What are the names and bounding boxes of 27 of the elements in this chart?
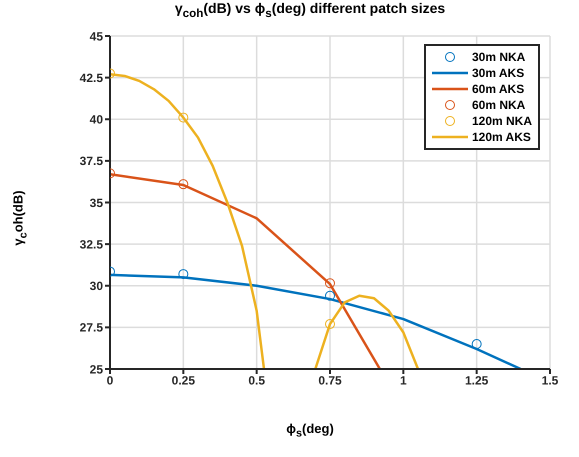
y-tick-label: 45 <box>90 29 104 44</box>
legend-label: 60m AKS <box>472 82 524 96</box>
x-tick-label: 0.25 <box>172 374 196 388</box>
point <box>325 278 335 288</box>
y-tick-label: 37.5 <box>80 154 104 168</box>
legend-label: 30m NKA <box>472 50 526 64</box>
y-tick-label: 27.5 <box>80 320 104 335</box>
chart-title: γ$_{coh}$(dB) vs ϕ$_{s}$(deg) different patch sizes <box>174 0 446 20</box>
y-tick-label: 35 <box>90 196 104 210</box>
point <box>325 290 335 301</box>
x-tick-label: 0.75 <box>318 374 342 388</box>
x-axis-title: ϕ$_{s}$(deg) <box>285 421 335 440</box>
legend-label: 120m NKA <box>472 114 532 128</box>
x-tick-label: 0 <box>106 374 114 388</box>
y-tick-label: 32.5 <box>80 237 104 252</box>
legend-label: 30m AKS <box>472 66 524 80</box>
y-tick-label: 25 <box>90 362 104 376</box>
legend-label: 120m AKS <box>472 130 531 144</box>
x-tick-label: 1 <box>400 374 407 388</box>
y-tick-label: 30 <box>90 279 104 294</box>
point <box>325 319 335 330</box>
x-tick-label: 1.5 <box>542 374 559 388</box>
y-tick-label: 42.5 <box>80 70 104 85</box>
y-tick-label: 40 <box>90 112 104 127</box>
legend-label: 60m NKA <box>472 98 526 112</box>
x-tick-label: 0.5 <box>248 374 266 388</box>
x-tick-label: 1.25 <box>464 374 489 388</box>
